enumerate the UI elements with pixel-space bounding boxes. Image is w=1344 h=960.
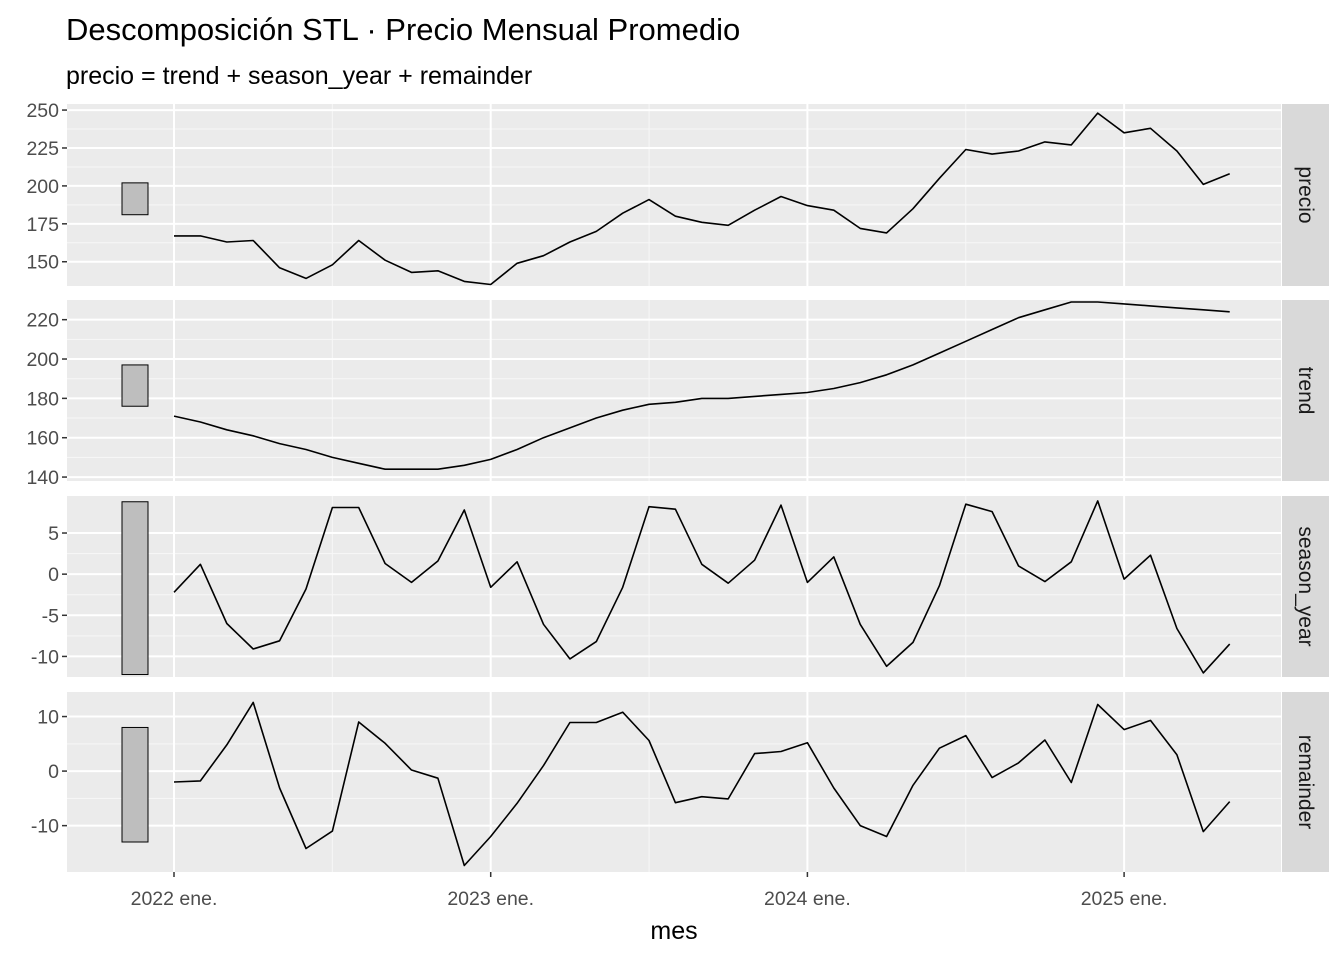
y-tick-label: -10 — [31, 816, 59, 838]
chart-subtitle: precio = trend + season_year + remainder — [66, 62, 532, 90]
y-tick-label: 10 — [37, 707, 59, 729]
panel-trend: 140 160 180 200 220 trend — [26, 300, 1329, 489]
y-tick-label: 160 — [26, 428, 59, 450]
panel-background — [67, 300, 1281, 481]
scale-bar — [121, 182, 149, 216]
y-tick-label: -5 — [42, 605, 59, 627]
x-tick-label: 2025 ene. — [1081, 888, 1168, 910]
x-axis-title: mes — [650, 917, 697, 945]
x-tick-label: 2024 ene. — [764, 888, 851, 910]
y-tick-label: 5 — [48, 523, 59, 545]
chart-title: Descomposición STL · Precio Mensual Prom… — [66, 12, 740, 47]
panel-background — [67, 496, 1281, 677]
y-tick-label: 150 — [26, 252, 59, 274]
scale-bar — [121, 726, 149, 843]
facet-strip-label: trend — [1294, 367, 1317, 415]
facet-strip-label: season_year — [1294, 526, 1317, 646]
x-axis: 2022 ene. 2023 ene. 2024 ene. 2025 ene. — [131, 872, 1168, 910]
panel-background — [67, 692, 1281, 872]
y-tick-label: 220 — [26, 310, 59, 332]
x-tick-label: 2022 ene. — [131, 888, 218, 910]
facet-strip-label: precio — [1294, 166, 1317, 223]
y-tick-label: 250 — [26, 100, 59, 122]
scale-bar — [121, 364, 149, 407]
y-tick-label: 180 — [26, 388, 59, 410]
series-line-trend — [173, 301, 1230, 471]
series-line-season_year — [173, 500, 1231, 674]
x-tick-label: 2023 ene. — [447, 888, 534, 910]
y-tick-label: -10 — [31, 646, 59, 668]
series-line-precio — [174, 112, 1230, 286]
y-tick-label: 175 — [26, 214, 59, 236]
panel-precio: 150 175 200 225 250 precio — [26, 100, 1329, 286]
y-tick-label: 200 — [26, 349, 59, 371]
facet-strip — [1282, 104, 1329, 286]
y-tick-label: 225 — [26, 138, 59, 160]
y-tick-label: 140 — [26, 467, 59, 489]
panel-remainder: -10 0 10 remainder — [31, 692, 1329, 872]
facet-strip — [1282, 692, 1329, 872]
y-tick-label: 200 — [26, 176, 59, 198]
scale-bar — [121, 501, 149, 676]
facet-strip — [1282, 300, 1329, 481]
panel-background — [67, 104, 1281, 286]
panel-season_year: -10 -5 0 5 season_year — [31, 496, 1329, 677]
facet-strip-label: remainder — [1294, 735, 1317, 830]
y-tick-label: 0 — [48, 761, 59, 783]
facet-strip — [1282, 496, 1329, 677]
panels: 150 175 200 225 250 precio 140 160 180 200 220 tren… — [26, 100, 1329, 872]
series-line-remainder — [173, 701, 1231, 867]
y-tick-label: 0 — [48, 564, 59, 586]
